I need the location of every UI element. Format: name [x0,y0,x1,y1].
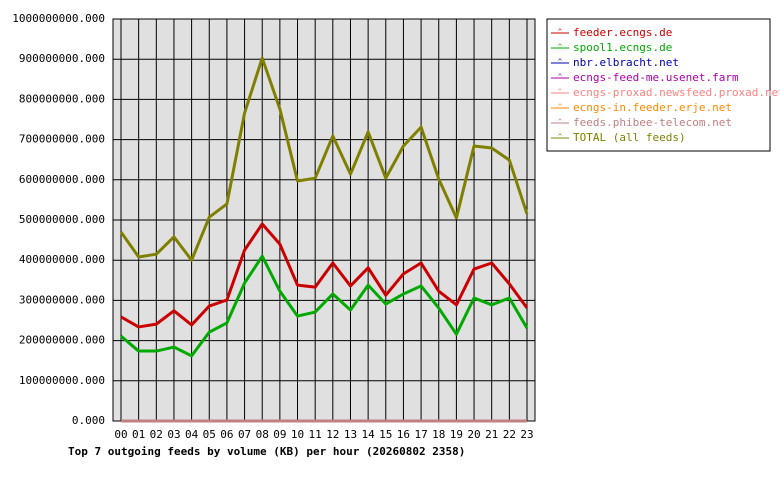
x-tick-label: 20 [467,428,480,441]
y-tick-label: 500000000.000 [19,213,105,226]
legend-label: ecngs-feed-me.usenet.farm [573,71,739,84]
y-tick-label: 100000000.000 [19,374,105,387]
x-tick-label: 08 [256,428,269,441]
y-tick-label: 800000000.000 [19,92,105,105]
x-tick-label: 09 [273,428,286,441]
x-tick-label: 04 [185,428,199,441]
x-tick-label: 19 [450,428,463,441]
legend-label: spool1.ecngs.de [573,41,672,54]
x-tick-label: 23 [520,428,533,441]
legend-marker: ^ [558,133,562,141]
legend-marker: ^ [558,43,562,51]
y-tick-label: 200000000.000 [19,334,105,347]
chart-title: Top 7 outgoing feeds by volume (KB) per … [68,445,465,458]
x-tick-label: 22 [503,428,516,441]
x-tick-label: 16 [397,428,410,441]
x-tick-label: 05 [203,428,216,441]
legend-label: nbr.elbracht.net [573,56,679,69]
x-tick-label: 03 [167,428,180,441]
legend-label: feeder.ecngs.de [573,26,672,39]
x-tick-label: 18 [432,428,445,441]
x-tick-label: 17 [414,428,427,441]
legend-marker: ^ [558,118,562,126]
x-tick-label: 00 [114,428,127,441]
legend-label: TOTAL (all feeds) [573,131,686,144]
legend-label: feeds.phibee-telecom.net [573,116,732,129]
x-tick-label: 11 [309,428,322,441]
y-tick-label: 300000000.000 [19,293,105,306]
legend-marker: ^ [558,103,562,111]
legend-marker: ^ [558,73,562,81]
x-tick-label: 15 [379,428,392,441]
x-tick-label: 01 [132,428,145,441]
legend-marker: ^ [558,88,562,96]
legend-label: ecngs-in.feeder.erje.net [573,101,732,114]
legend-marker: ^ [558,28,562,36]
x-tick-label: 07 [238,428,251,441]
x-tick-label: 06 [220,428,233,441]
legend-marker: ^ [558,58,562,66]
y-tick-label: 400000000.000 [19,253,105,266]
series-line [120,254,529,358]
series-line [119,56,529,262]
series-line [120,222,529,329]
x-tick-label: 02 [150,428,163,441]
y-tick-label: 1000000000.000 [12,12,105,25]
x-tick-label: 13 [344,428,357,441]
x-tick-label: 14 [362,428,376,441]
y-tick-label: 0.000 [72,414,105,427]
x-tick-label: 21 [485,428,498,441]
y-tick-label: 900000000.000 [19,52,105,65]
x-tick-label: 10 [291,428,304,441]
legend-box [546,18,771,152]
x-tick-label: 12 [326,428,339,441]
y-tick-label: 600000000.000 [19,173,105,186]
legend-label: ecngs-proxad.newsfeed.proxad.net [573,86,780,99]
y-tick-label: 700000000.000 [19,133,105,146]
